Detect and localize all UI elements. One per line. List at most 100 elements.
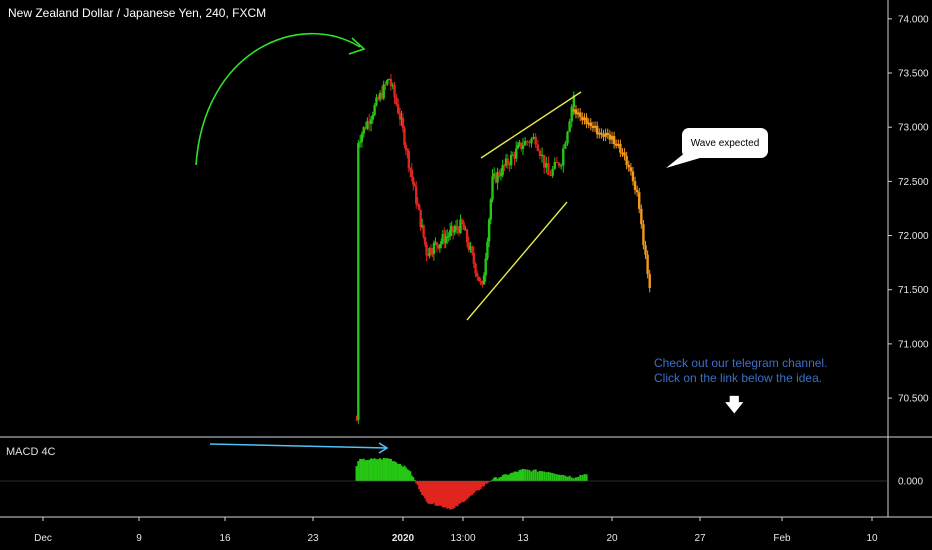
projection-candle bbox=[642, 224, 645, 246]
macd-bar bbox=[516, 471, 519, 481]
chart-title: New Zealand Dollar / Japanese Yen, 240, … bbox=[8, 6, 267, 20]
candle-body bbox=[457, 228, 461, 233]
candle-body bbox=[451, 226, 455, 233]
macd-bar bbox=[505, 474, 508, 481]
macd-bar bbox=[474, 481, 477, 492]
macd-bar bbox=[455, 481, 458, 506]
projection-candle bbox=[572, 109, 576, 112]
macd-bar bbox=[536, 471, 539, 481]
macd-bar bbox=[435, 481, 438, 506]
candle-body bbox=[460, 219, 464, 223]
arc-arrow-head bbox=[348, 37, 366, 55]
candle-body bbox=[406, 150, 409, 152]
wedge-upper-line bbox=[480, 91, 582, 159]
projection-candle bbox=[598, 132, 601, 135]
macd-bar bbox=[466, 481, 469, 500]
macd-bar bbox=[447, 481, 450, 509]
macd-bar bbox=[515, 471, 518, 481]
macd-bar bbox=[379, 458, 382, 481]
macd-bar bbox=[427, 481, 430, 504]
candle-body bbox=[572, 95, 576, 107]
candle-body bbox=[446, 236, 449, 238]
macd-bar bbox=[572, 478, 575, 481]
time-tick-label: 20 bbox=[606, 533, 618, 544]
macd-bar bbox=[438, 481, 441, 506]
macd-bar bbox=[494, 476, 497, 481]
macd-bar bbox=[551, 473, 554, 481]
candle-body bbox=[536, 144, 540, 151]
macd-bar bbox=[431, 481, 434, 505]
macd-bar bbox=[407, 470, 410, 481]
candle-body bbox=[407, 150, 411, 168]
projection-candle bbox=[621, 152, 624, 155]
macd-zero-label: 0.000 bbox=[898, 477, 923, 488]
candle-body bbox=[477, 276, 481, 282]
candle-body bbox=[373, 105, 376, 115]
candle-body bbox=[395, 97, 398, 105]
macd-bar bbox=[430, 481, 432, 504]
candle-body bbox=[404, 145, 408, 151]
macd-bar bbox=[464, 481, 467, 501]
candle-body bbox=[501, 164, 504, 176]
projection-candle bbox=[585, 117, 588, 124]
projection-candle bbox=[614, 143, 618, 146]
candle-body bbox=[447, 235, 450, 237]
macd-histogram bbox=[0, 457, 888, 510]
macd-bar bbox=[498, 477, 501, 481]
macd-bar bbox=[549, 472, 552, 481]
candle-body bbox=[366, 120, 369, 129]
candle-body bbox=[555, 161, 559, 163]
macd-bar bbox=[401, 467, 404, 481]
candle-body bbox=[532, 136, 535, 139]
candle-body bbox=[367, 120, 371, 125]
macd-bar bbox=[440, 481, 443, 506]
candle-body bbox=[403, 128, 406, 146]
macd-bar bbox=[501, 475, 504, 481]
macd-bar bbox=[384, 458, 387, 481]
candle-body bbox=[429, 247, 433, 254]
projection-candle bbox=[619, 143, 622, 153]
candle-body bbox=[360, 133, 364, 142]
candle-body bbox=[484, 258, 487, 276]
candle-body bbox=[520, 142, 523, 149]
macd-bar bbox=[395, 462, 398, 481]
candle-body bbox=[417, 204, 421, 210]
candle-body bbox=[476, 273, 479, 277]
candle-body bbox=[508, 164, 511, 166]
projection-candle bbox=[612, 136, 616, 145]
macd-bar bbox=[484, 481, 487, 484]
macd-bar bbox=[377, 459, 380, 481]
macd-bar bbox=[585, 474, 588, 481]
projection-candle bbox=[591, 125, 595, 128]
candle-body bbox=[564, 143, 567, 149]
candle-body bbox=[534, 136, 537, 145]
candle-body bbox=[464, 229, 467, 231]
macd-bar bbox=[543, 471, 546, 481]
macd-bar bbox=[459, 481, 462, 504]
projection-candle bbox=[602, 134, 605, 137]
candle-body bbox=[528, 142, 531, 144]
candle-body bbox=[570, 106, 573, 122]
macd-bar bbox=[489, 481, 492, 482]
macd-bar bbox=[404, 467, 407, 481]
candle-body bbox=[362, 126, 365, 134]
projection-candle bbox=[587, 122, 590, 125]
candle-body bbox=[498, 172, 501, 176]
candle-body bbox=[415, 186, 418, 204]
wave-expected-callout[interactable]: Wave expected bbox=[682, 128, 768, 158]
candle-body bbox=[423, 236, 427, 245]
candle-body bbox=[530, 138, 533, 144]
price-grid bbox=[0, 0, 932, 518]
macd-bar bbox=[577, 476, 580, 481]
macd-bar bbox=[528, 469, 531, 481]
macd-bar bbox=[496, 478, 499, 481]
candle-body bbox=[481, 281, 484, 285]
macd-bar bbox=[570, 477, 573, 481]
price-tick-label: 72.000 bbox=[898, 231, 929, 242]
projection-candle bbox=[608, 134, 612, 140]
macd-bar bbox=[568, 475, 571, 481]
candle-body bbox=[364, 126, 367, 129]
projection-candle bbox=[600, 132, 603, 135]
macd-bar bbox=[441, 481, 444, 508]
